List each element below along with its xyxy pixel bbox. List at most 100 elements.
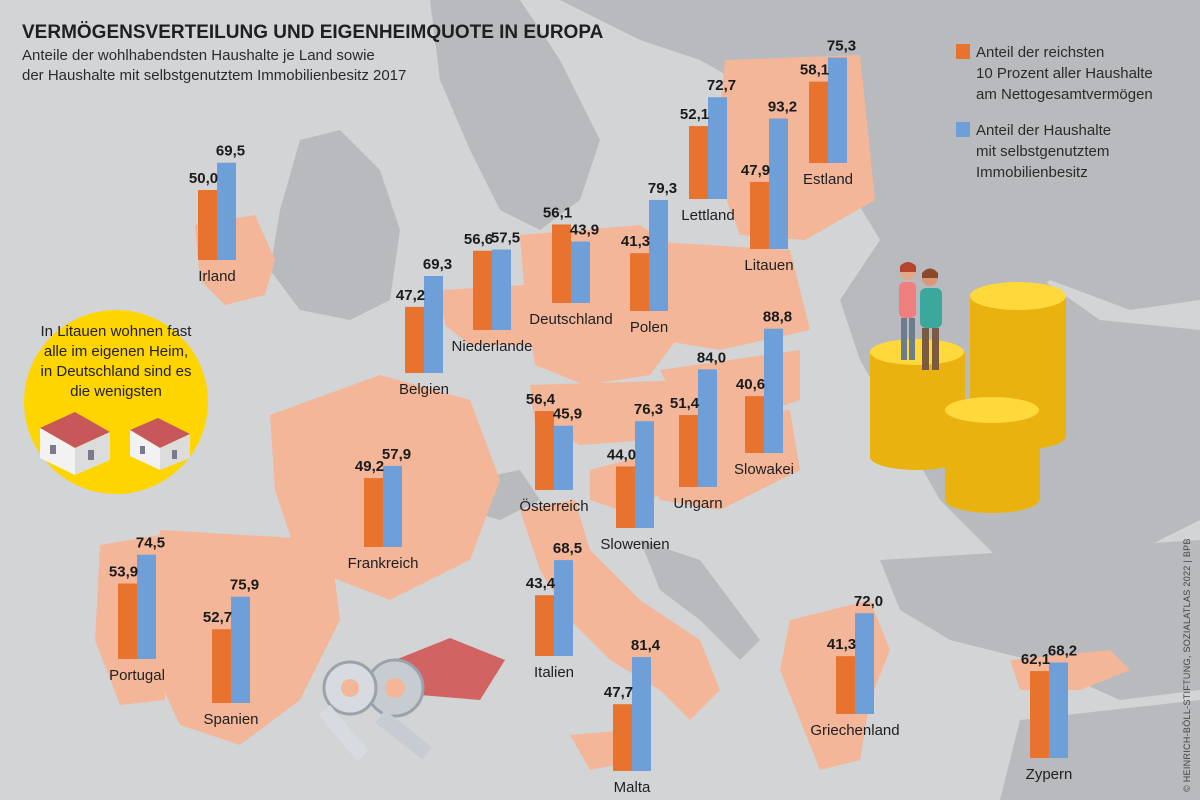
legend-swatch-wealth: [956, 44, 970, 59]
value-label-wealth-litauen: 47,9: [741, 162, 770, 179]
value-label-wealth-griechenland: 41,3: [827, 636, 856, 653]
bar-group-irland: 50,0 69,5 Irland: [189, 143, 245, 285]
value-label-home-polen: 79,3: [648, 180, 677, 197]
bar-home-belgien: [424, 275, 443, 373]
chart-title: VERMÖGENSVERTEILUNG UND EIGENHEIMQUOTE I…: [22, 22, 604, 43]
bar-group-oesterreich: 56,445,9 Österreich: [519, 391, 588, 515]
bar-wealth-malta: [613, 704, 632, 771]
bar-home-ungarn: [698, 369, 717, 487]
value-label-home-lettland: 72,7: [707, 77, 736, 94]
bar-wealth-portugal: [118, 583, 137, 659]
credit-line: © HEINRICH-BÖLL-STIFTUNG, SOZIALATLAS 20…: [1182, 538, 1192, 792]
legend-home-line-3: Immobilienbesitz: [976, 164, 1088, 181]
value-label-wealth-niederlande: 56,6: [464, 231, 493, 248]
bar-group-lettland: 52,1 72,7 Lettland: [680, 77, 736, 224]
value-label-wealth-portugal: 53,9: [109, 564, 138, 581]
bar-home-portugal: [137, 554, 156, 659]
coin-stack-front: [945, 397, 1040, 513]
bar-home-griechenland: [855, 613, 874, 714]
country-label-irland: Irland: [198, 268, 236, 285]
value-label-home-zypern: 68,2: [1048, 643, 1077, 660]
bar-wealth-niederlande: [473, 250, 492, 330]
subtitle-line-2: der Haushalte mit selbstgenutztem Immobi…: [22, 67, 406, 84]
bar-group-litauen: 47,9 93,2 Litauen: [741, 99, 797, 274]
bar-wealth-irland: [198, 190, 217, 260]
value-label-home-irland: 69,5: [216, 143, 245, 160]
bar-group-frankreich: 49,257,9 Frankreich: [348, 446, 419, 572]
country-label-deutschland: Deutschland: [529, 311, 612, 328]
value-label-wealth-slowenien: 44,0: [607, 446, 636, 463]
bar-home-estland: [828, 57, 847, 163]
country-label-lettland: Lettland: [681, 207, 734, 224]
bar-wealth-estland: [809, 81, 828, 163]
bar-group-ungarn: 51,4 84,0 Ungarn: [670, 349, 726, 512]
value-label-home-belgien: 69,3: [423, 256, 452, 273]
bar-home-litauen: [769, 118, 788, 250]
bar-groups: 50,0 69,5 Irland 47,2 69,3 Belgien 56,657,5 Nie…: [109, 38, 1077, 796]
bar-home-frankreich: [383, 465, 402, 547]
bar-group-niederlande: 56,657,5 Niederlande: [452, 230, 533, 356]
value-label-home-italien: 68,5: [553, 540, 582, 557]
legend-swatch-home: [956, 122, 970, 137]
value-label-wealth-ungarn: 51,4: [670, 395, 700, 412]
value-label-wealth-spanien: 52,7: [203, 609, 232, 626]
bar-home-slowakei: [764, 328, 783, 453]
couple-icon: [899, 262, 942, 370]
bar-group-griechenland: 41,3 72,0 Griechenland: [810, 593, 899, 739]
value-label-wealth-zypern: 62,1: [1021, 651, 1050, 668]
value-label-home-litauen: 93,2: [768, 99, 797, 116]
value-label-home-spanien: 75,9: [230, 577, 259, 594]
value-label-wealth-deutschland: 56,1: [543, 204, 572, 221]
value-label-wealth-lettland: 52,1: [680, 106, 709, 123]
callout-line-1: In Litauen wohnen fast: [41, 323, 193, 340]
bar-group-zypern: 62,168,2 Zypern: [1021, 643, 1077, 783]
bar-group-deutschland: 56,143,9 Deutschland: [529, 204, 612, 328]
value-label-home-slowakei: 88,8: [763, 309, 792, 326]
value-label-wealth-irland: 50,0: [189, 170, 218, 187]
bar-group-slowenien: 44,0 76,3 Slowenien: [600, 401, 669, 553]
bar-wealth-slowakei: [745, 396, 764, 453]
bar-group-belgien: 47,2 69,3 Belgien: [396, 256, 452, 398]
bar-home-lettland: [708, 97, 727, 199]
legend-wealth-line-3: am Nettogesamtvermögen: [976, 86, 1153, 103]
bar-wealth-deutschland: [552, 224, 571, 303]
value-label-home-niederlande: 57,5: [491, 230, 520, 247]
country-label-portugal: Portugal: [109, 667, 165, 684]
value-label-home-deutschland: 43,9: [570, 222, 599, 239]
bar-wealth-spanien: [212, 629, 231, 703]
value-label-wealth-oesterreich: 56,4: [526, 391, 556, 408]
bar-wealth-griechenland: [836, 656, 855, 714]
bar-group-slowakei: 40,6 88,8 Slowakei: [734, 309, 794, 478]
country-label-estland: Estland: [803, 171, 853, 188]
bar-home-niederlande: [492, 249, 511, 330]
country-label-malta: Malta: [614, 779, 651, 796]
bar-home-polen: [649, 199, 668, 311]
bar-group-italien: 43,4 68,5 Italien: [526, 540, 582, 681]
country-label-belgien: Belgien: [399, 381, 449, 398]
bar-wealth-zypern: [1030, 671, 1049, 758]
legend-wealth-line-1: Anteil der reichsten: [976, 44, 1104, 61]
country-label-polen: Polen: [630, 319, 668, 336]
keys-icon: [318, 638, 505, 761]
value-label-wealth-italien: 43,4: [526, 575, 556, 592]
value-label-home-griechenland: 72,0: [854, 593, 883, 610]
bar-wealth-oesterreich: [535, 411, 554, 490]
callout-bubble: In Litauen wohnen fast alle im eigenen H…: [24, 310, 208, 494]
bar-group-spanien: 52,7 75,9 Spanien: [203, 577, 259, 728]
bar-home-slowenien: [635, 421, 654, 528]
bar-home-irland: [217, 162, 236, 260]
bar-wealth-italien: [535, 595, 554, 656]
bar-group-malta: 47,7 81,4 Malta: [604, 637, 661, 796]
country-label-italien: Italien: [534, 664, 574, 681]
country-label-oesterreich: Österreich: [519, 497, 588, 515]
country-label-slowenien: Slowenien: [600, 536, 669, 553]
value-label-wealth-slowakei: 40,6: [736, 376, 765, 393]
coin-stacks-icon: [870, 262, 1066, 513]
house-icon: [40, 412, 110, 475]
bar-home-malta: [632, 657, 651, 771]
value-label-home-ungarn: 84,0: [697, 349, 726, 366]
house-icon-small: [130, 418, 190, 470]
country-label-slowakei: Slowakei: [734, 461, 794, 478]
